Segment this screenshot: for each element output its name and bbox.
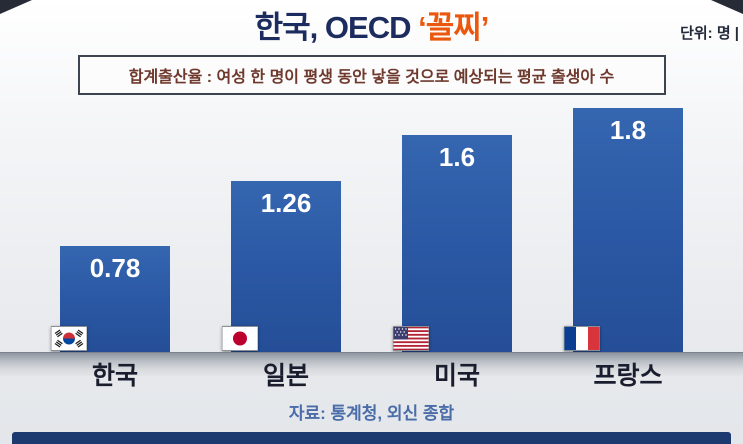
source-text: 자료: 통계청, 외신 종합: [288, 404, 455, 423]
corner-decoration-left: [0, 0, 32, 14]
country-label-korea: 한국: [91, 362, 138, 390]
floor-platform: [0, 352, 743, 376]
bar-group-usa: 1.6: [393, 135, 512, 352]
country-label-japan: 일본: [262, 362, 309, 390]
unit-label: 단위: 명 |: [680, 25, 739, 42]
bar-usa: 1.6: [402, 135, 512, 352]
bar-value-label: 0.78: [89, 253, 141, 283]
page-title: 한국, OECD ‘꼴찌’: [254, 10, 490, 45]
united-states-flag-icon: [393, 326, 429, 351]
south-korea-flag-icon: [51, 326, 87, 351]
japan-flag-icon: [222, 326, 258, 351]
bar-group-japan: 1.26: [222, 181, 341, 352]
france-flag-icon: [564, 326, 600, 351]
bar-france: 1.8: [573, 108, 683, 352]
bar-value-label: 1.6: [438, 142, 476, 172]
title-accent: ‘꼴찌’: [418, 10, 489, 45]
country-labels: 한국 일본 미국 프랑스: [0, 356, 743, 392]
bar-group-france: 1.8: [564, 108, 683, 352]
bar-value-label: 1.8: [609, 115, 647, 145]
country-label-france: 프랑스: [593, 362, 663, 390]
bar-japan: 1.26: [231, 181, 341, 352]
definition-box: 합계출산율 : 여성 한 명이 평생 동안 낳을 것으로 예상되는 평균 출생아…: [77, 55, 666, 95]
bar-value-label: 1.26: [260, 188, 312, 218]
corner-decoration-right: [711, 0, 743, 14]
header: 한국, OECD ‘꼴찌’: [0, 2, 743, 47]
bottom-strip: [12, 432, 731, 444]
country-label-usa: 미국: [433, 362, 480, 390]
bar-chart: 0.78 1.26: [0, 104, 743, 352]
title-main: 한국, OECD: [254, 10, 419, 45]
bar-group-korea: 0.78: [51, 246, 170, 352]
